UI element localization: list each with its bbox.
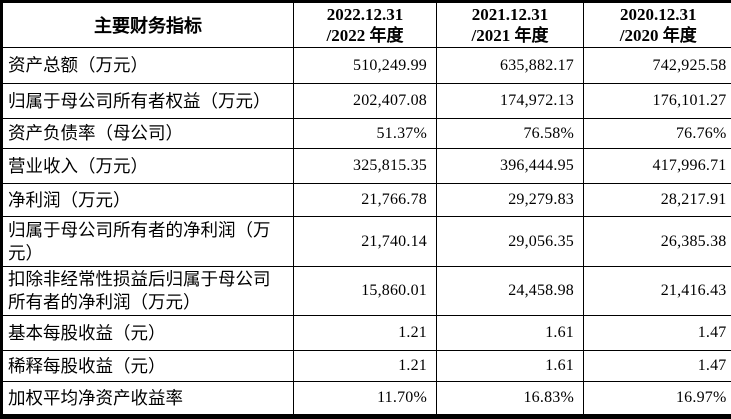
cell-value: 29,279.83 — [436, 183, 584, 217]
cell-value: 16.83% — [436, 381, 584, 417]
period-header-2020: 2020.12.31 /2020 年度 — [583, 1, 731, 48]
row-label: 净利润（万元） — [1, 183, 294, 217]
table-row-deducted-net-profit: 扣除非经常性损益后归属于母公司 所有者的净利润（万元） 15,860.01 24… — [1, 266, 731, 316]
header-row: 主要财务指标 2022.12.31 /2022 年度 2021.12.31 /2… — [1, 1, 731, 48]
cell-value: 1.61 — [436, 350, 584, 382]
cell-value: 24,458.98 — [436, 266, 584, 316]
cell-value: 1.47 — [583, 315, 731, 351]
cell-value: 510,249.99 — [293, 47, 437, 84]
row-label: 资产负债率（母公司） — [1, 118, 294, 149]
row-label: 归属于母公司所有者权益（万元） — [1, 83, 294, 119]
row-label: 归属于母公司所有者的净利润（万 元） — [1, 216, 294, 267]
period-year: /2020 年度 — [619, 26, 697, 45]
table-row-debt-ratio: 资产负债率（母公司） 51.37% 76.58% 76.76% — [1, 118, 731, 149]
row-label: 扣除非经常性损益后归属于母公司 所有者的净利润（万元） — [1, 266, 294, 316]
cell-value: 202,407.08 — [293, 83, 437, 119]
cell-value: 21,766.78 — [293, 183, 437, 217]
cell-value: 325,815.35 — [293, 148, 437, 184]
period-date: 2021.12.31 — [471, 5, 549, 24]
table-row-revenue: 营业收入（万元） 325,815.35 396,444.95 417,996.7… — [1, 148, 731, 184]
table-row-weighted-roe: 加权平均净资产收益率 11.70% 16.83% 16.97% — [1, 381, 731, 417]
indicator-column-header: 主要财务指标 — [1, 1, 294, 48]
cell-value: 635,882.17 — [436, 47, 584, 84]
cell-value: 174,972.13 — [436, 83, 584, 119]
cell-value: 1.47 — [583, 350, 731, 382]
period-date: 2022.12.31 — [326, 5, 404, 24]
cell-value: 1.61 — [436, 315, 584, 351]
cell-value: 76.76% — [583, 118, 731, 149]
period-year: /2022 年度 — [326, 26, 404, 45]
period-header-2022: 2022.12.31 /2022 年度 — [293, 1, 437, 48]
cell-value: 29,056.35 — [436, 216, 584, 267]
cell-value: 176,101.27 — [583, 83, 731, 119]
cell-value: 15,860.01 — [293, 266, 437, 316]
row-label: 加权平均净资产收益率 — [1, 381, 294, 417]
cell-value: 21,416.43 — [583, 266, 731, 316]
cell-value: 396,444.95 — [436, 148, 584, 184]
cell-value: 11.70% — [293, 381, 437, 417]
cell-value: 1.21 — [293, 315, 437, 351]
cell-value: 16.97% — [583, 381, 731, 417]
cell-value: 742,925.58 — [583, 47, 731, 84]
period-header-2021: 2021.12.31 /2021 年度 — [436, 1, 584, 48]
row-label: 资产总额（万元） — [1, 47, 294, 84]
table-row-parent-equity: 归属于母公司所有者权益（万元） 202,407.08 174,972.13 17… — [1, 83, 731, 119]
row-label: 稀释每股收益（元） — [1, 350, 294, 382]
table-row-parent-net-profit: 归属于母公司所有者的净利润（万 元） 21,740.14 29,056.35 2… — [1, 216, 731, 267]
row-label: 营业收入（万元） — [1, 148, 294, 184]
table-row-total-assets: 资产总额（万元） 510,249.99 635,882.17 742,925.5… — [1, 47, 731, 84]
cell-value: 28,217.91 — [583, 183, 731, 217]
cell-value: 1.21 — [293, 350, 437, 382]
cell-value: 26,385.38 — [583, 216, 731, 267]
period-date: 2020.12.31 — [620, 5, 697, 24]
cell-value: 76.58% — [436, 118, 584, 149]
cell-value: 21,740.14 — [293, 216, 437, 267]
row-label: 基本每股收益（元） — [1, 315, 294, 351]
cell-value: 417,996.71 — [583, 148, 731, 184]
table-row-diluted-eps: 稀释每股收益（元） 1.21 1.61 1.47 — [1, 350, 731, 382]
table-row-net-profit: 净利润（万元） 21,766.78 29,279.83 28,217.91 — [1, 183, 731, 217]
cell-value: 51.37% — [293, 118, 437, 149]
table-row-basic-eps: 基本每股收益（元） 1.21 1.61 1.47 — [1, 315, 731, 351]
period-year: /2021 年度 — [471, 26, 549, 45]
